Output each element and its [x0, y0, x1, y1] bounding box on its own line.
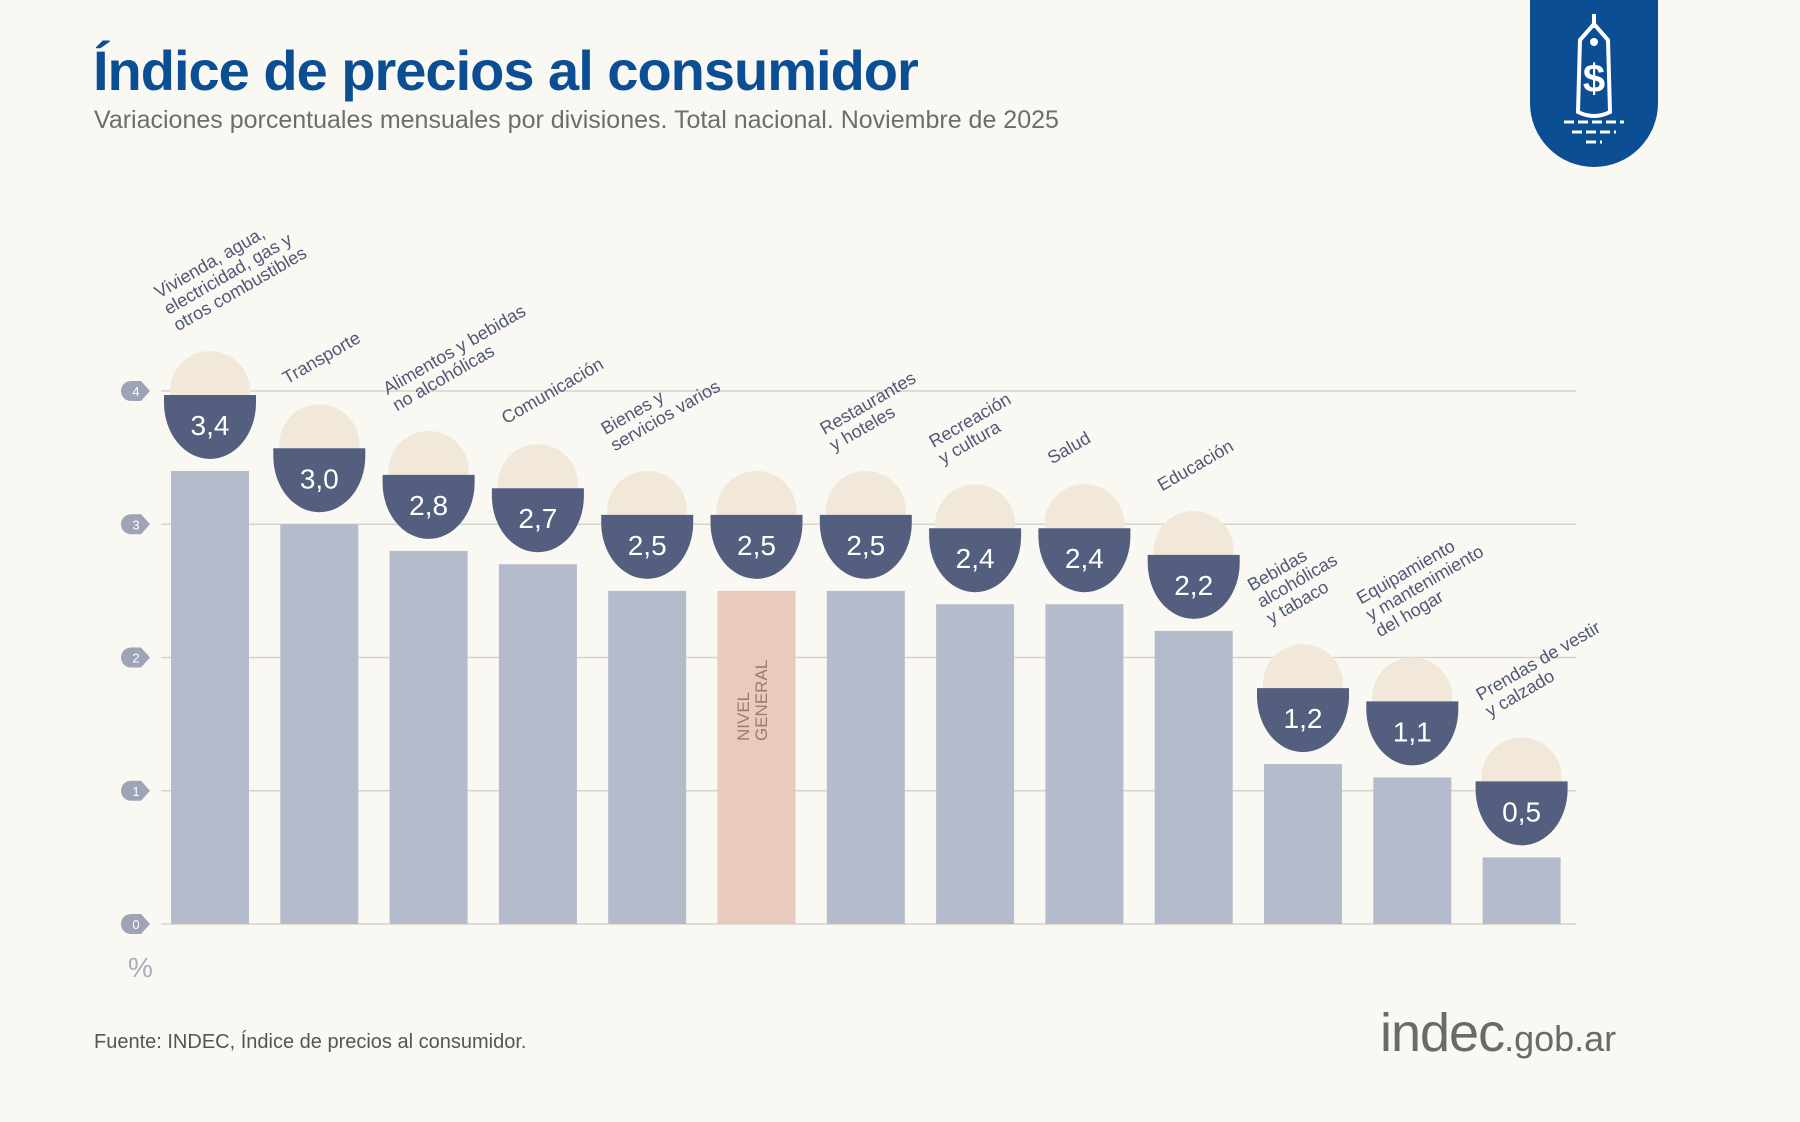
value-badge — [273, 448, 366, 513]
value-badge — [382, 474, 475, 539]
value-badge — [1147, 554, 1240, 619]
value-label: 1,2 — [1284, 703, 1323, 734]
brand-suffix: .gob.ar — [1504, 1018, 1617, 1059]
bar — [1045, 604, 1124, 924]
value-label: 3,4 — [191, 410, 230, 441]
y-tick-label: 1 — [132, 784, 139, 799]
indec-logo: indec.gob.ar — [1380, 1002, 1616, 1064]
value-label: 2,2 — [1174, 570, 1213, 601]
value-label: 2,4 — [1065, 543, 1104, 574]
value-badge — [819, 514, 912, 579]
y-tick-marker — [121, 780, 150, 801]
value-badge — [1257, 688, 1349, 753]
bar — [936, 604, 1015, 924]
price-tag-dollar-icon: $ — [1530, 0, 1658, 167]
y-tick-label: 4 — [132, 384, 139, 399]
bar — [498, 564, 577, 924]
value-label: 3,0 — [300, 463, 339, 494]
bar — [171, 470, 249, 924]
page-subtitle: Variaciones porcentuales mensuales por d… — [94, 106, 1059, 134]
bar — [608, 590, 687, 924]
value-label: 2,5 — [628, 530, 667, 561]
y-tick-label: 0 — [132, 917, 139, 932]
bar — [717, 590, 796, 924]
value-badge — [1475, 781, 1568, 846]
y-axis-label: % — [128, 952, 153, 983]
y-tick-label: 3 — [132, 517, 139, 532]
bar — [826, 590, 905, 924]
value-label: 0,5 — [1502, 796, 1541, 827]
value-label: 2,7 — [518, 503, 557, 534]
bar — [280, 524, 359, 924]
bar — [389, 550, 468, 924]
bar — [1154, 630, 1233, 924]
value-badge — [164, 394, 256, 459]
value-badge — [929, 528, 1022, 593]
value-label: 1,1 — [1393, 716, 1432, 747]
value-badge — [1366, 701, 1459, 766]
y-tick-marker — [121, 514, 150, 535]
y-tick-marker — [121, 381, 150, 401]
y-tick-label: 2 — [132, 651, 139, 666]
y-tick-marker — [121, 914, 150, 934]
brand-name: indec — [1380, 1003, 1505, 1063]
value-label: 2,5 — [737, 530, 776, 561]
value-badge — [1038, 528, 1131, 593]
value-label: 2,5 — [846, 530, 885, 561]
value-label: 2,8 — [409, 490, 448, 521]
bar — [1373, 777, 1452, 924]
source-note: Fuente: INDEC, Índice de precios al cons… — [94, 1031, 527, 1053]
bar — [1482, 857, 1561, 924]
value-label: 2,4 — [956, 543, 995, 574]
page-title: Índice de precios al consumidor — [93, 39, 919, 102]
value-badge — [491, 488, 584, 553]
category-label: NIVEL GENERAL — [733, 659, 771, 741]
value-badge — [710, 514, 803, 579]
value-badge — [601, 514, 694, 579]
svg-text:$: $ — [1583, 57, 1605, 101]
bar — [1264, 764, 1342, 924]
y-tick-marker — [121, 647, 150, 668]
